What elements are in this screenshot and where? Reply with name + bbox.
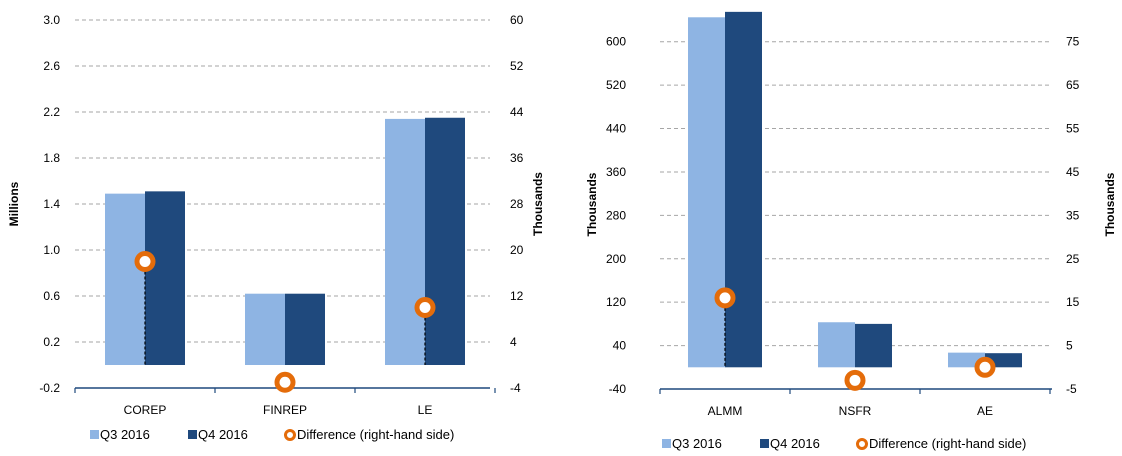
difference-marker-ae	[974, 356, 996, 378]
y-tick-label: 1.0	[43, 243, 60, 257]
y-tick-label: 360	[606, 165, 626, 179]
bar-q4-almm	[725, 11, 762, 368]
y-tick-label: -0.2	[39, 381, 60, 395]
category-label: LE	[418, 403, 433, 417]
bar-q3-almm	[688, 17, 725, 368]
y-tick-label: 440	[606, 122, 626, 136]
bar-q4-le	[425, 117, 465, 365]
legend: Q3 2016 Q4 2016 Difference (right-hand sid…	[90, 427, 454, 442]
y2-tick-label: 4	[510, 335, 517, 349]
legend-swatch-q4	[188, 430, 197, 439]
y2-tick-label: 45	[1066, 165, 1080, 179]
difference-marker-almm	[714, 287, 736, 309]
bar-q3-le	[385, 118, 425, 366]
y2-tick-label: 15	[1066, 295, 1080, 309]
y-tick-label: 2.6	[43, 59, 60, 73]
y2-tick-label: 65	[1066, 78, 1080, 92]
y-tick-label: 0.2	[43, 335, 60, 349]
y-tick-label: 280	[606, 208, 626, 222]
difference-marker-nsfr	[844, 369, 866, 391]
legend-label-q3: Q3 2016	[672, 436, 722, 451]
legend-swatch-q4	[760, 439, 769, 448]
y2-tick-label: 44	[510, 105, 524, 119]
legend-marker-difference	[284, 429, 296, 441]
legend: Q3 2016 Q4 2016 Difference (right-hand sid…	[662, 436, 1026, 451]
legend-marker-difference	[856, 438, 868, 450]
y-tick-label: 40	[613, 339, 627, 353]
difference-marker-finrep	[274, 371, 296, 393]
y-axis-title: Thousands	[585, 172, 599, 236]
y-tick-label: 120	[606, 295, 626, 309]
bar-q4-finrep	[285, 293, 325, 365]
y-tick-label: 3.0	[43, 13, 60, 27]
y2-tick-label: 36	[510, 151, 524, 165]
legend-swatch-q3	[90, 430, 99, 439]
y2-tick-label: 28	[510, 197, 524, 211]
category-label: FINREP	[263, 403, 307, 417]
bar-q3-nsfr	[818, 322, 855, 368]
y2-tick-label: 35	[1066, 208, 1080, 222]
left-chart: -0.2 0.2 0.6 1.0 1.4 1.8 2.2 2.6 3.0 -4 4 12 20 28 36 4…	[7, 13, 545, 442]
y2-tick-label: 75	[1066, 35, 1080, 49]
y-axis-title: Millions	[7, 181, 21, 226]
bar-q4-nsfr	[855, 323, 892, 368]
category-label: ALMM	[708, 404, 743, 418]
y2-axis-title: Thousands	[531, 172, 545, 236]
legend-label-q3: Q3 2016	[100, 427, 150, 442]
y-tick-label: 1.8	[43, 151, 60, 165]
y-tick-label: 1.4	[43, 197, 60, 211]
legend-swatch-q3	[662, 439, 671, 448]
y-tick-label: 520	[606, 78, 626, 92]
right-chart: -40 40 120 200 280 360 440 520 600 -5 5 15 25 35 45 55 6…	[585, 11, 1117, 451]
legend-label-q4: Q4 2016	[770, 436, 820, 451]
y-tick-label: 200	[606, 252, 626, 266]
legend-label-q4: Q4 2016	[198, 427, 248, 442]
bar-q4-corep	[145, 191, 185, 365]
y2-tick-label: -4	[510, 381, 521, 395]
y2-tick-label: -5	[1066, 382, 1077, 396]
legend-label-difference: Difference (right-hand side)	[297, 427, 454, 442]
bar-q3-corep	[105, 193, 145, 365]
category-label: COREP	[124, 403, 167, 417]
y2-tick-label: 5	[1066, 339, 1073, 353]
y2-tick-label: 55	[1066, 122, 1080, 136]
y2-tick-label: 60	[510, 13, 524, 27]
legend-label-difference: Difference (right-hand side)	[869, 436, 1026, 451]
y2-tick-label: 20	[510, 243, 524, 257]
y-tick-label: 2.2	[43, 105, 60, 119]
difference-marker-le	[414, 297, 436, 318]
y2-tick-label: 25	[1066, 252, 1080, 266]
difference-marker-corep	[134, 251, 156, 272]
bar-q3-finrep	[245, 293, 285, 365]
y-tick-label: 600	[606, 35, 626, 49]
y2-tick-label: 12	[510, 289, 524, 303]
category-label: AE	[977, 404, 993, 418]
y-tick-label: 0.6	[43, 289, 60, 303]
category-label: NSFR	[839, 404, 872, 418]
y2-tick-label: 52	[510, 59, 524, 73]
y2-axis-title: Thousands	[1103, 172, 1117, 236]
y-tick-label: -40	[609, 382, 627, 396]
